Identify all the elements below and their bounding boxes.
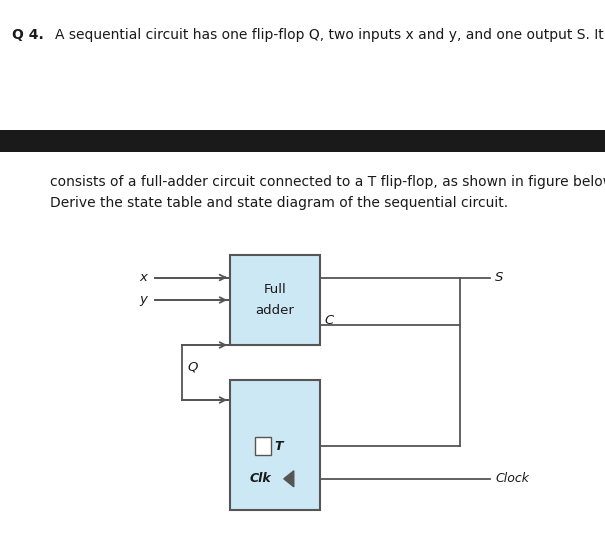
Text: y: y	[139, 294, 147, 307]
Text: A sequential circuit has one flip-flop Q, two inputs x and y, and one output S. : A sequential circuit has one flip-flop Q…	[55, 28, 604, 42]
Text: S: S	[495, 271, 503, 284]
Bar	[230, 380, 320, 510]
Text: Clk: Clk	[250, 472, 272, 485]
Text: Derive the state table and state diagram of the sequential circuit.: Derive the state table and state diagram…	[50, 196, 508, 210]
Text: adder: adder	[255, 305, 295, 317]
Bar	[230, 255, 320, 345]
Bar	[255, 437, 271, 455]
Text: Q 4.: Q 4.	[12, 28, 44, 42]
Text: T: T	[274, 440, 283, 453]
Text: consists of a full-adder circuit connected to a T flip-flop, as shown in figure : consists of a full-adder circuit connect…	[50, 175, 605, 189]
Text: x: x	[139, 271, 147, 284]
Text: C: C	[324, 314, 333, 327]
Text: Full: Full	[264, 282, 286, 296]
Text: Q: Q	[187, 361, 197, 374]
Text: Clock: Clock	[495, 472, 529, 485]
Bar	[0, 130, 605, 152]
Polygon shape	[284, 471, 294, 487]
